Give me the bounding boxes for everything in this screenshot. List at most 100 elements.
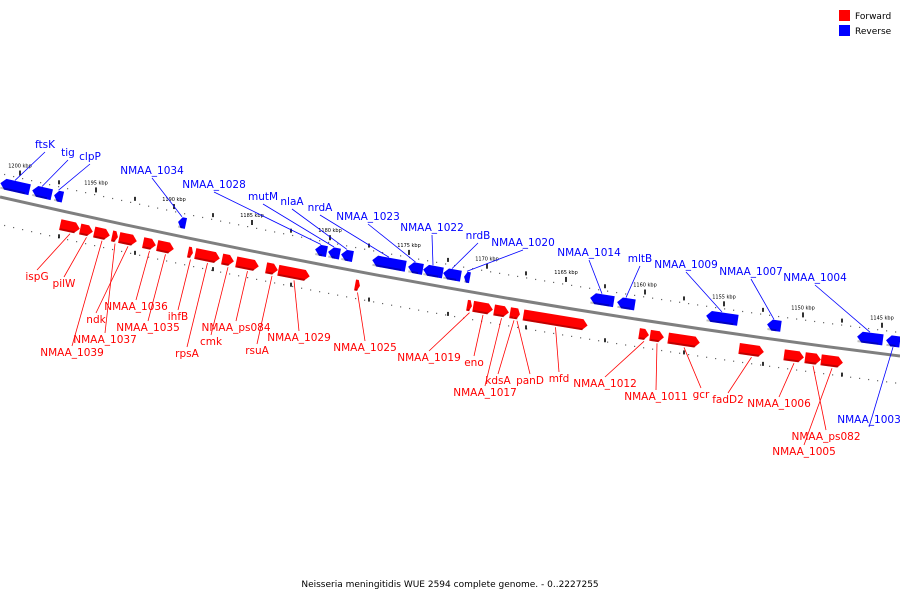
track-dot [490,322,492,324]
gene-label: nrdA [308,202,333,214]
track-dot [229,222,231,224]
forward-gene-body [142,237,156,250]
forward-gene-body [156,240,174,254]
forward-gene [78,223,93,237]
track-dot [463,266,465,268]
track-dot [76,190,78,192]
track-dot [355,246,357,249]
track-dot [517,275,519,278]
track-dot [346,245,348,247]
gene-label: NMAA_1022 [400,222,464,234]
reverse-gene-body [408,262,424,275]
track-dot [706,305,708,307]
track-dot [481,269,483,271]
track-dot [220,271,222,273]
track-dot [796,318,798,320]
track-dot [238,275,240,277]
track-dot [85,192,87,194]
forward-gene [194,248,220,264]
forward-gene-shadow [821,363,839,368]
gene-label: NMAA_1009 [654,259,718,271]
track-dot [418,309,420,311]
track-dot [238,224,240,226]
track-dot [877,329,879,331]
track-dot [94,245,96,247]
gene-leader-line [293,280,300,332]
reverse-gene-shadow [315,252,323,257]
gene-leader-line [235,271,248,322]
track-dot [688,354,690,356]
gene-label: pilW [53,278,76,290]
track-dot [373,301,375,303]
reverse-gene-shadow [590,301,610,307]
track-dot [58,186,60,188]
reverse-gene-shadow [767,328,777,332]
track-dot [760,313,762,315]
gene-leader-line [135,250,150,301]
track-dot [805,319,807,321]
track-dot [427,260,429,262]
track-dot [571,284,573,286]
reverse-gene-body [590,293,615,308]
track-dot [823,373,825,375]
minor-tick [212,213,214,218]
track-dot [13,175,15,178]
reverse-gene [423,264,444,279]
gene-leader-line [367,223,416,263]
reverse-gene-shadow [372,263,402,272]
reverse-gene-body [857,331,884,346]
reverse-gene [886,335,900,348]
gene-leader-line [473,314,484,357]
reverse-gene-shadow [423,273,439,278]
forward-gene [493,304,509,318]
track-dot [409,307,411,310]
gene-label: NMAA_1014 [557,247,621,259]
reverse-gene-shadow [706,319,734,326]
major-tick [881,322,883,328]
track-dot [562,334,564,336]
major-tick [95,187,97,193]
track-dot [724,308,726,310]
gene-label: fadD2 [712,394,744,406]
gene-label: ispG [25,271,48,283]
track-dot [724,359,726,361]
reverse-gene [617,297,636,311]
reverse-gene-body [767,319,782,332]
track-dot [319,240,321,242]
track-dot [175,211,177,213]
major-tick [565,276,567,282]
track-dot [373,250,375,252]
forward-gene-body [513,307,520,320]
forward-gene [118,232,137,246]
gene-leader-line [812,365,827,431]
track-dot [544,280,546,282]
reverse-gene-shadow [408,270,419,275]
reverse-gene [767,319,782,332]
track-dot [328,292,330,295]
track-dot [850,325,852,327]
track-dot [22,178,24,180]
tick-label: 1145 kbp [870,316,894,322]
track-dot [535,278,537,281]
reverse-gene-shadow [857,340,879,345]
forward-gene-body [667,332,700,348]
gene-leader-line [484,318,502,387]
track-dot [697,355,699,357]
forward-gene [354,279,360,292]
forward-gene-shadow [236,265,255,271]
gene-label: gcr [693,389,710,401]
tick-label: 1165 kbp [554,270,578,276]
forward-gene-shadow [523,318,584,331]
gene-label: ihfB [168,311,188,323]
track-dot [661,349,663,352]
forward-gene-shadow [142,246,152,250]
forward-gene [649,329,664,343]
reverse-gene [464,271,471,284]
forward-gene-body [194,248,220,263]
reverse-gene [315,244,328,258]
minor-tick [447,311,449,316]
forward-gene-shadow [79,232,89,237]
gene-label: nlaA [280,196,304,208]
gene-label: NMAA_1028 [182,179,246,191]
reverse-gene-body [423,264,444,279]
